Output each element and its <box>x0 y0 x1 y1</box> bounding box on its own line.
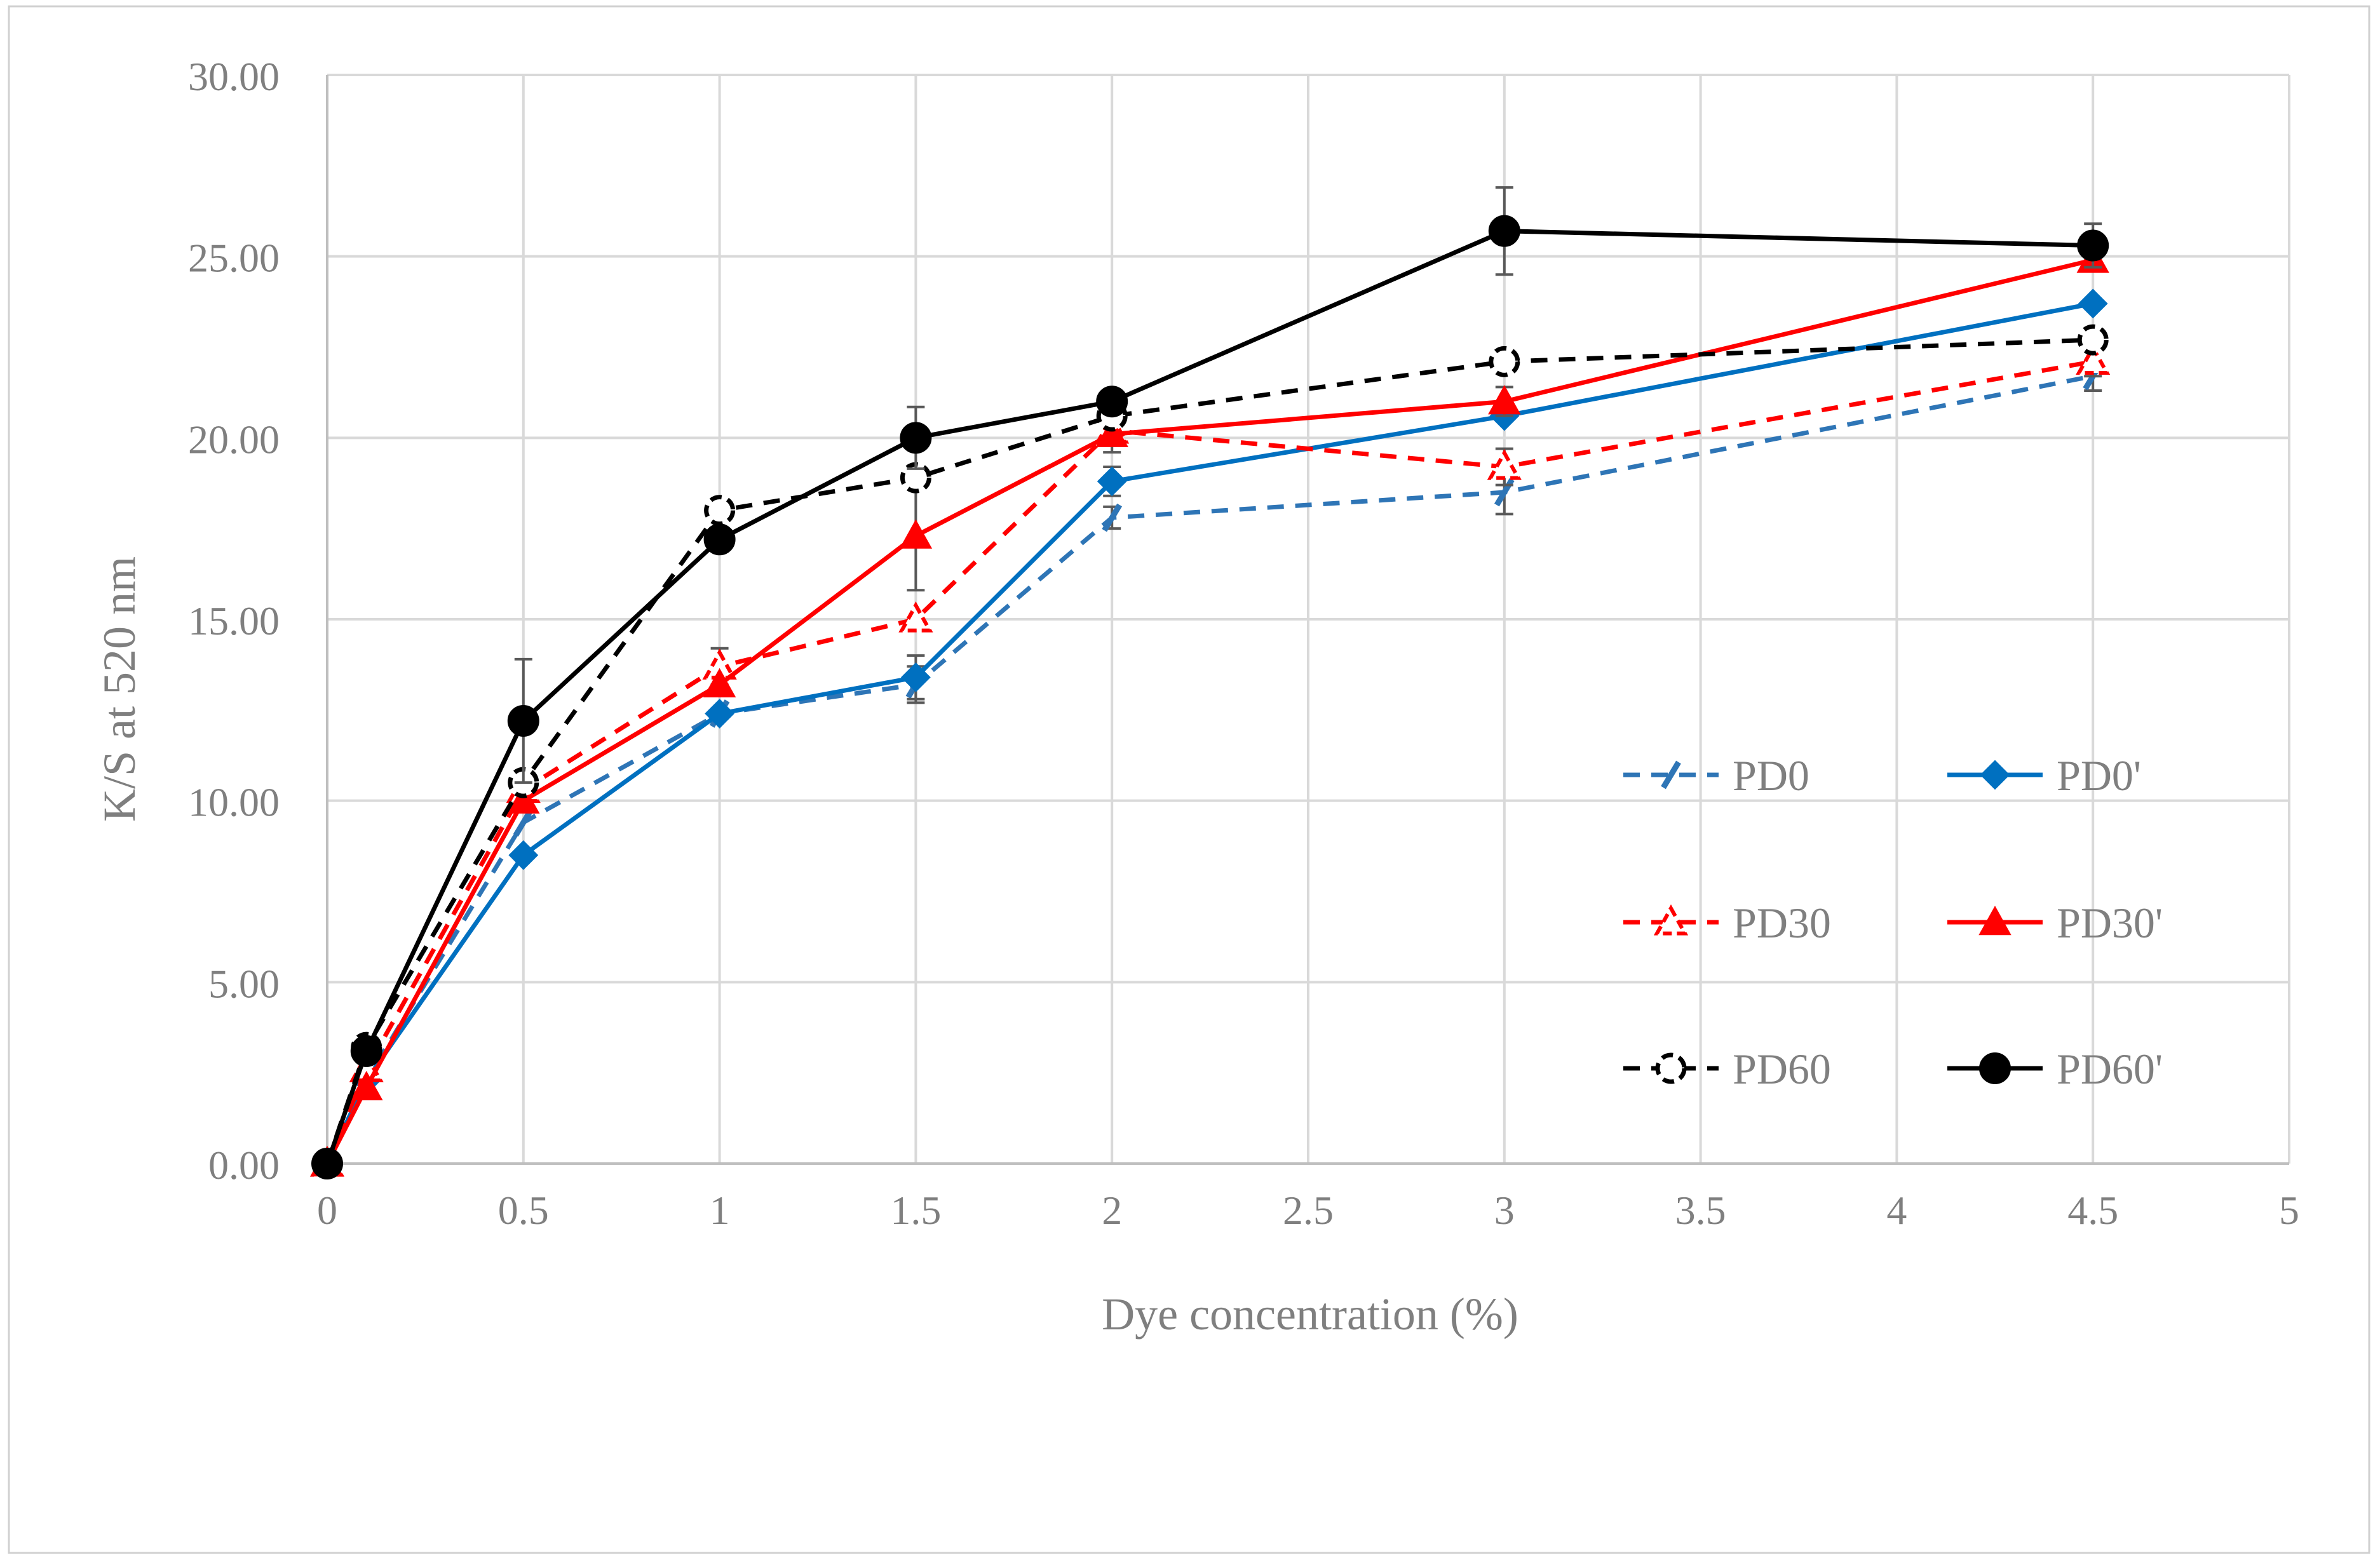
legend-marker <box>1979 1052 2011 1084</box>
legend-label: PD0 <box>1733 751 1809 800</box>
legend-entry: PD0 <box>1623 751 1809 800</box>
gridlines <box>327 74 2290 1164</box>
x-tick-label: 0 <box>317 1188 337 1233</box>
x-tick-label: 0.5 <box>498 1188 549 1233</box>
data-point <box>350 1035 382 1067</box>
series-pd60-prime <box>311 186 2109 1179</box>
data-point <box>1097 466 1127 497</box>
x-tick-label: 2.5 <box>1283 1188 1334 1233</box>
x-tick-label: 3.5 <box>1675 1188 1726 1233</box>
x-tick-label: 3 <box>1494 1188 1515 1233</box>
y-tick-label: 5.00 <box>208 961 280 1006</box>
data-point <box>2076 344 2111 375</box>
series-line <box>325 337 2093 1165</box>
legend-marker <box>1661 760 1681 789</box>
data-point <box>2077 324 2109 356</box>
data-point <box>507 704 539 737</box>
legend-label: PD60' <box>2057 1045 2163 1093</box>
legend-entry: PD30 <box>1623 899 1831 947</box>
legend-label: PD60 <box>1733 1045 1831 1093</box>
y-tick-label: 0.00 <box>208 1143 280 1188</box>
legend-label: PD30 <box>1733 899 1831 947</box>
data-point <box>1102 503 1123 532</box>
data-point <box>1489 346 1520 377</box>
y-tick-label: 20.00 <box>188 417 280 462</box>
data-point <box>350 1070 383 1101</box>
series-line <box>325 359 2093 1165</box>
legend-entry: PD30' <box>1947 899 2163 947</box>
series-line <box>325 257 2094 1165</box>
series-line <box>325 229 2093 1165</box>
data-point <box>2078 288 2108 319</box>
data-point <box>898 601 933 633</box>
legend-label: PD30' <box>2057 899 2163 947</box>
legend: PD0 PD0' PD30 PD30' PD60 PD60' <box>1623 751 2163 1093</box>
legend-entry: PD0' <box>1947 751 2141 800</box>
data-point <box>1487 448 1522 480</box>
data-point <box>899 519 933 549</box>
data-point <box>1095 417 1128 447</box>
data-point <box>1488 215 1520 247</box>
data-point <box>1488 385 1521 415</box>
data-point <box>705 699 735 729</box>
y-axis-title: K/S at 520 nm <box>94 556 145 822</box>
axes <box>326 75 2289 1165</box>
x-tick-label: 2 <box>1102 1188 1122 1233</box>
x-axis-title: Dye concentration (%) <box>1102 1289 1518 1340</box>
y-tick-label: 25.00 <box>188 236 280 281</box>
legend-marker <box>1653 904 1689 936</box>
data-point <box>900 422 932 454</box>
data-point <box>703 668 736 698</box>
data-point <box>507 784 540 814</box>
x-tick-label: 4 <box>1886 1188 1907 1233</box>
legend-entry: PD60' <box>1947 1045 2163 1093</box>
chart-frame <box>8 5 2370 1554</box>
legend-label: PD0' <box>2057 751 2141 800</box>
series-lines <box>309 186 2111 1179</box>
x-tick-label: 4.5 <box>2067 1188 2118 1233</box>
y-tick-label: 30.00 <box>188 54 280 99</box>
legend-marker <box>1980 760 2010 790</box>
data-point <box>704 495 736 527</box>
x-tick-label: 1.5 <box>890 1188 941 1233</box>
legend-marker <box>1978 905 2012 936</box>
x-tick-label: 1 <box>710 1188 730 1233</box>
data-point <box>513 808 534 837</box>
y-tick-label: 10.00 <box>188 780 280 825</box>
data-point <box>1096 386 1128 418</box>
x-tick-label: 5 <box>2279 1188 2299 1233</box>
data-point <box>900 662 931 692</box>
data-point <box>703 523 736 556</box>
data-point <box>2077 229 2109 262</box>
tick-labels: 0.00 5.00 10.00 15.00 20.00 25.00 30.00 0 0.5 1 1.… <box>188 54 2299 1233</box>
data-point <box>311 1148 343 1179</box>
legend-entry: PD60 <box>1623 1045 1831 1093</box>
legend-marker <box>1655 1052 1687 1084</box>
data-point <box>508 840 539 870</box>
y-tick-label: 15.00 <box>188 598 280 643</box>
